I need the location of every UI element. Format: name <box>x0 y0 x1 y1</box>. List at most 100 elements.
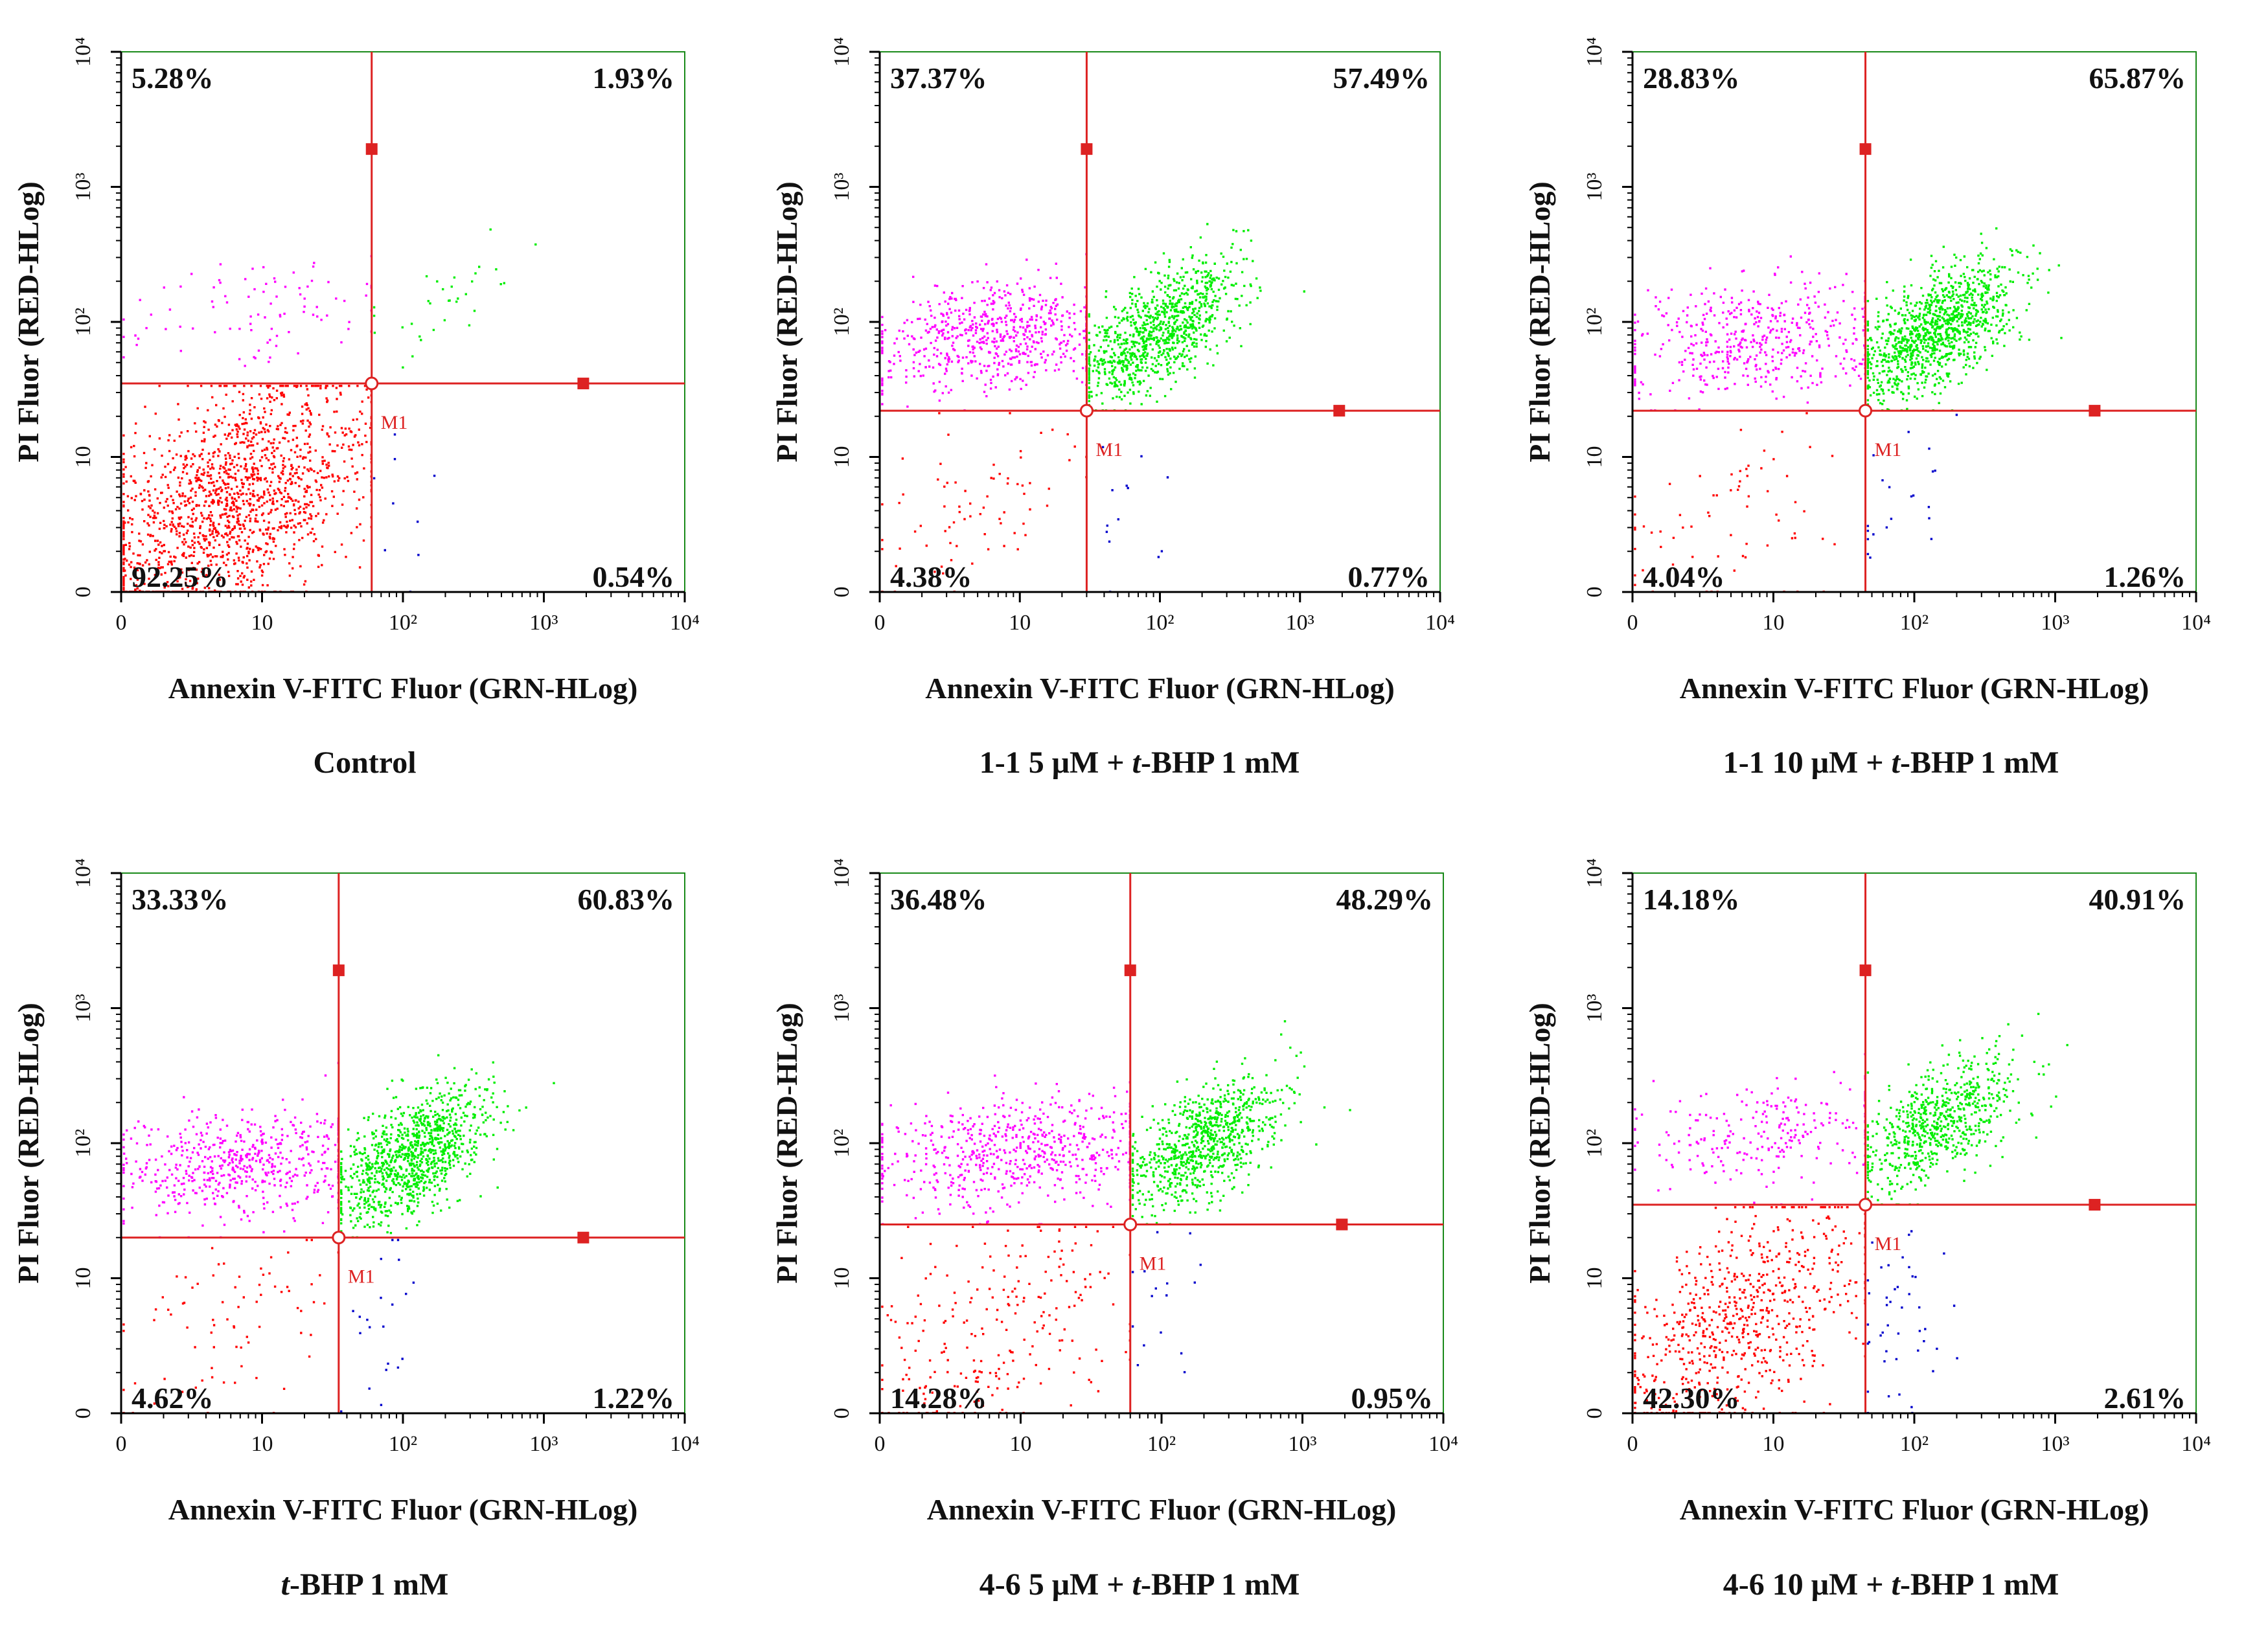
quadrant-upper-left-percent: 5.28% <box>132 62 214 95</box>
x-tick-label: 10² <box>1900 611 1929 635</box>
gate-horizontal-handle[interactable] <box>577 378 590 390</box>
x-tick-label: 10 <box>1763 611 1785 635</box>
y-tick-label: 0 <box>1583 1408 1607 1419</box>
x-tick-label: 10⁴ <box>2181 611 2211 635</box>
gate-horizontal-handle[interactable] <box>1333 405 1346 417</box>
quadrant-lower-left-percent: 14.28% <box>890 1382 987 1415</box>
gate-horizontal-handle[interactable] <box>1336 1218 1348 1231</box>
panel-caption: 4-6 10 μM + t-BHP 1 mM <box>1723 1567 2059 1602</box>
flow-plot-panel: M1 0 0 10 10 10² 10² 10³ 10³ 10⁴ 10⁴ Annexin V-FITC… <box>1523 858 2211 1602</box>
x-tick-label: 10⁴ <box>2181 1432 2211 1456</box>
y-tick-label: 10³ <box>71 172 95 201</box>
y-tick-label: 0 <box>71 587 95 598</box>
panel-caption: 4-6 5 μM + t-BHP 1 mM <box>979 1567 1300 1602</box>
x-axis-label: Annexin V-FITC Fluor (GRN-HLog) <box>1680 672 2149 705</box>
x-tick-label: 10³ <box>2041 611 2069 635</box>
x-tick-label: 10² <box>1147 1432 1176 1456</box>
x-axis-label: Annexin V-FITC Fluor (GRN-HLog) <box>168 672 638 705</box>
y-tick-label: 10³ <box>830 172 854 201</box>
gate-vertical-handle[interactable] <box>1124 964 1136 977</box>
panel-caption: 1-1 5 μM + t-BHP 1 mM <box>979 745 1300 780</box>
y-tick-label: 10⁴ <box>830 37 854 67</box>
population-upper-right <box>1088 223 1305 412</box>
panel-caption: Control <box>313 745 416 780</box>
gate-vertical-handle[interactable] <box>1859 143 1872 155</box>
x-tick-label: 10⁴ <box>670 1432 700 1456</box>
quadrant-lower-right-percent: 1.22% <box>593 1382 675 1415</box>
y-tick-label: 10 <box>1583 446 1607 468</box>
y-tick-label: 10² <box>1583 1129 1607 1157</box>
scatter-points <box>881 223 1305 593</box>
y-axis-label: PI Fluor (RED-HLog) <box>12 181 45 462</box>
quadrant-lower-right-percent: 0.95% <box>1351 1382 1434 1415</box>
quadrant-lower-right-percent: 2.61% <box>2104 1382 2186 1415</box>
quadrant-upper-right-percent: 40.91% <box>2089 883 2186 916</box>
y-tick-label: 10 <box>830 446 854 468</box>
y-tick-label: 10² <box>830 308 854 336</box>
population-lower-left <box>1634 1206 1866 1415</box>
y-tick-label: 0 <box>71 1408 95 1419</box>
gate-center-handle[interactable] <box>365 376 379 391</box>
gate-center-handle[interactable] <box>1859 404 1873 418</box>
panel-caption: t-BHP 1 mM <box>281 1567 449 1602</box>
y-tick-label: 10⁴ <box>1583 858 1607 888</box>
y-axis-label: PI Fluor (RED-HLog) <box>770 181 803 462</box>
quadrant-upper-left-percent: 37.37% <box>890 62 987 95</box>
gate-horizontal-handle[interactable] <box>577 1231 590 1244</box>
flow-plot-panel: M1 0 0 10 10 10² 10² 10³ 10³ 10⁴ 10⁴ Annexin V-FITC… <box>12 37 700 780</box>
gate-center-handle[interactable] <box>332 1231 346 1245</box>
y-tick-label: 10 <box>71 1268 95 1290</box>
x-tick-label: 10² <box>1145 611 1174 635</box>
flow-plot-panel: M1 0 0 10 10 10² 10² 10³ 10³ 10⁴ 10⁴ Annexin V-FITC… <box>1523 37 2211 780</box>
y-tick-label: 10 <box>71 446 95 468</box>
gate-center-handle[interactable] <box>1859 1198 1873 1212</box>
scatter-points <box>122 228 537 593</box>
quadrant-lower-left-percent: 92.25% <box>132 560 229 593</box>
quadrant-lower-left-percent: 42.30% <box>1643 1382 1740 1415</box>
y-tick-label: 10³ <box>71 994 95 1022</box>
y-tick-label: 10³ <box>830 994 854 1022</box>
quadrant-lower-left-percent: 4.62% <box>132 1382 214 1415</box>
y-tick-label: 10³ <box>1583 994 1607 1022</box>
gate-center-handle[interactable] <box>1123 1218 1138 1232</box>
quadrant-upper-left-percent: 28.83% <box>1643 62 1740 95</box>
x-tick-label: 10⁴ <box>670 611 700 635</box>
scatter-points <box>1634 1012 2068 1415</box>
plot-area <box>120 51 685 593</box>
plot-area <box>120 872 685 1414</box>
x-tick-label: 10 <box>251 611 273 635</box>
gate-marker-label: M1 <box>1875 439 1902 461</box>
gate-center-handle[interactable] <box>1079 404 1094 418</box>
gate-vertical-handle[interactable] <box>332 964 345 977</box>
x-tick-label: 10³ <box>1286 611 1314 635</box>
population-upper-right <box>340 1054 555 1239</box>
population-lower-left <box>1634 412 1836 593</box>
flow-plot-panel: M1 0 0 10 10 10² 10² 10³ 10³ 10⁴ 10⁴ Annexin V-FITC… <box>12 858 700 1602</box>
x-tick-label: 10⁴ <box>1428 1432 1458 1456</box>
gate-horizontal-handle[interactable] <box>2089 1199 2101 1211</box>
y-tick-label: 10³ <box>1583 172 1607 201</box>
x-tick-label: 10⁴ <box>1425 611 1455 635</box>
y-tick-label: 10² <box>1583 308 1607 336</box>
x-tick-label: 0 <box>875 1432 886 1456</box>
panel-caption: 1-1 10 μM + t-BHP 1 mM <box>1723 745 2059 780</box>
x-tick-label: 0 <box>1627 1432 1638 1456</box>
gate-marker-label: M1 <box>348 1266 375 1288</box>
x-tick-label: 10³ <box>1288 1432 1316 1456</box>
y-axis-label: PI Fluor (RED-HLog) <box>1523 1003 1556 1284</box>
quadrant-upper-right-percent: 60.83% <box>578 883 675 916</box>
scatter-points <box>122 1054 555 1415</box>
gate-vertical-handle[interactable] <box>1081 143 1093 155</box>
y-tick-label: 10 <box>1583 1268 1607 1290</box>
quadrant-lower-left-percent: 4.38% <box>890 560 972 593</box>
quadrant-upper-left-percent: 33.33% <box>132 883 229 916</box>
quadrant-lower-right-percent: 0.77% <box>1348 560 1430 593</box>
gate-vertical-handle[interactable] <box>365 143 378 155</box>
y-tick-label: 10² <box>71 308 95 336</box>
flow-plot-panel: M1 0 0 10 10 10² 10² 10³ 10³ 10⁴ 10⁴ Annexin V-FITC… <box>770 858 1458 1602</box>
gate-horizontal-handle[interactable] <box>2089 405 2101 417</box>
x-axis-label: Annexin V-FITC Fluor (GRN-HLog) <box>927 1493 1397 1526</box>
y-tick-label: 10² <box>830 1129 854 1157</box>
gate-vertical-handle[interactable] <box>1859 964 1872 977</box>
